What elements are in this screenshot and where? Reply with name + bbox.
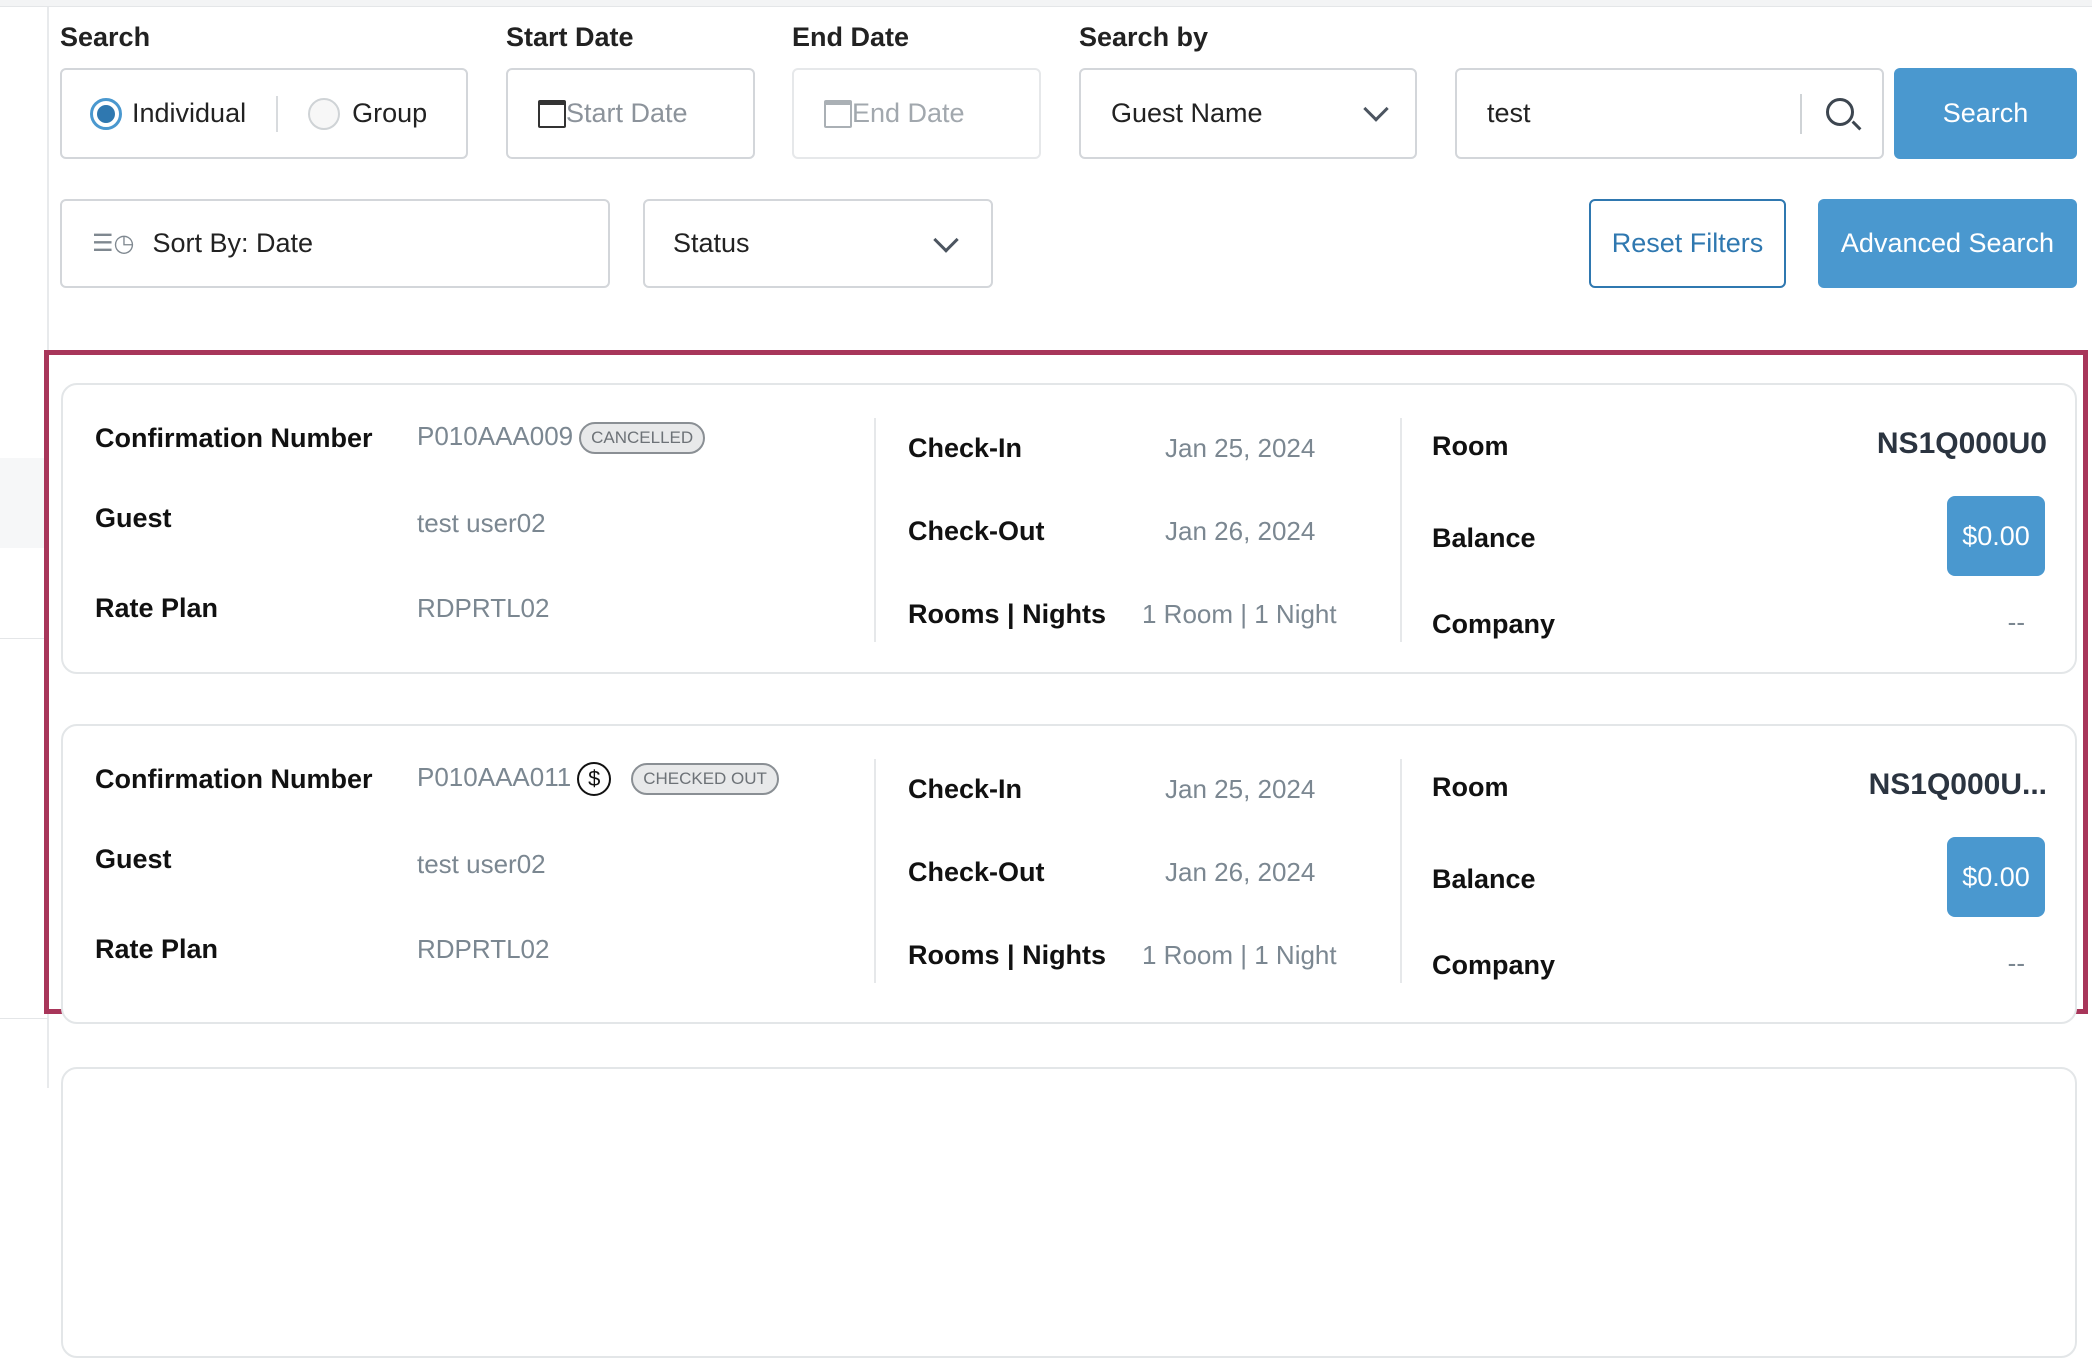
check-out-label: Check-Out (908, 516, 1045, 546)
check-in-label: Check-In (908, 433, 1023, 463)
guest-value: test user02 (417, 508, 546, 538)
rooms-nights-value: 1 Room | 1 Night (1142, 599, 1337, 629)
check-out-value: Jan 26, 2024 (1165, 516, 1316, 546)
confirmation-number[interactable]: P010AAA009 (417, 421, 574, 451)
column-divider (1400, 759, 1402, 983)
status-badge: CANCELLED (579, 422, 706, 455)
column-divider (874, 418, 876, 642)
confirmation-value: P010AAA011 $ CHECKED OUT (417, 762, 779, 797)
room-value: NS1Q000U... (1868, 768, 2047, 801)
start-date-label: Start Date (506, 22, 634, 52)
status-placeholder: Status (673, 228, 750, 258)
search-button[interactable]: Search (1894, 68, 2077, 159)
balance-label: Balance (1432, 523, 1536, 553)
search-by-select[interactable]: Guest Name (1079, 68, 1417, 159)
company-label: Company (1432, 609, 1556, 639)
rooms-nights-label: Rooms | Nights (908, 940, 1107, 970)
check-out-value: Jan 26, 2024 (1165, 857, 1316, 887)
radio-checked-icon (90, 97, 122, 130)
guest-label: Guest (95, 503, 172, 533)
company-value: -- (2007, 607, 2025, 637)
search-by-value: Guest Name (1111, 98, 1263, 128)
rate-plan-value: RDPRTL02 (417, 593, 550, 623)
search-label: Search (60, 22, 151, 52)
room-label: Room (1432, 772, 1509, 802)
column-divider (874, 759, 876, 983)
end-date-placeholder: End Date (852, 98, 965, 128)
end-date-input[interactable]: End Date (792, 68, 1041, 159)
guest-value: test user02 (417, 849, 546, 879)
radio-unchecked-icon (308, 97, 341, 130)
reservation-card[interactable] (61, 1067, 2077, 1358)
balance-button[interactable]: $0.00 (1947, 837, 2045, 917)
column-divider (1400, 418, 1402, 642)
check-in-label: Check-In (908, 774, 1023, 804)
company-label: Company (1432, 950, 1556, 980)
status-select[interactable]: Status (643, 199, 993, 288)
radio-group-label: Group (352, 98, 428, 128)
status-badge: CHECKED OUT (631, 763, 779, 796)
rooms-nights-value: 1 Room | 1 Night (1142, 940, 1337, 970)
search-mode-radio-group: Individual Group (60, 68, 468, 159)
rate-plan-label: Rate Plan (95, 593, 219, 623)
divider (1800, 93, 1802, 134)
sidebar-divider (0, 638, 48, 639)
end-date-label: End Date (792, 22, 910, 52)
reservation-card[interactable]: Confirmation Number P010AAA009 CANCELLED … (61, 383, 2077, 674)
start-date-input[interactable]: Start Date (506, 68, 755, 159)
radio-group[interactable]: Group (308, 97, 428, 130)
confirmation-label: Confirmation Number (95, 764, 373, 794)
guest-label: Guest (95, 844, 172, 874)
check-out-label: Check-Out (908, 857, 1045, 887)
company-value: -- (2007, 948, 2025, 978)
confirmation-value: P010AAA009 CANCELLED (417, 421, 706, 455)
rooms-nights-label: Rooms | Nights (908, 599, 1107, 629)
divider (276, 95, 279, 132)
rate-plan-value: RDPRTL02 (417, 934, 550, 964)
room-value: NS1Q000U0 (1876, 427, 2047, 460)
balance-button[interactable]: $0.00 (1947, 496, 2045, 576)
search-by-label: Search by (1079, 22, 1209, 52)
reset-filters-button[interactable]: Reset Filters (1589, 199, 1786, 288)
sort-by-label: Sort By: Date (152, 228, 314, 258)
confirmation-number[interactable]: P010AAA011 (417, 762, 572, 792)
reservation-card[interactable]: Confirmation Number P010AAA011 $ CHECKED O… (61, 724, 2077, 1024)
sort-clock-icon: ☰◷ (92, 230, 135, 257)
calendar-icon (824, 99, 852, 128)
chevron-down-icon (1363, 95, 1389, 122)
balance-label: Balance (1432, 864, 1536, 894)
rate-plan-label: Rate Plan (95, 934, 219, 964)
radio-individual[interactable]: Individual (90, 97, 247, 130)
search-icon[interactable] (1802, 94, 1882, 134)
top-bar (0, 0, 2092, 7)
advanced-search-button[interactable]: Advanced Search (1818, 199, 2077, 288)
sidebar-divider (0, 1018, 48, 1019)
sort-by-select[interactable]: ☰◷ Sort By: Date (60, 199, 610, 288)
room-label: Room (1432, 431, 1509, 461)
start-date-placeholder: Start Date (566, 98, 688, 128)
search-input-value: test (1487, 98, 1531, 128)
dollar-icon: $ (577, 762, 612, 797)
check-in-value: Jan 25, 2024 (1165, 774, 1316, 804)
search-input[interactable]: test (1455, 68, 1884, 159)
sidebar-item-active[interactable] (0, 458, 48, 548)
calendar-icon (538, 99, 566, 128)
check-in-value: Jan 25, 2024 (1165, 433, 1316, 463)
radio-individual-label: Individual (132, 98, 247, 128)
confirmation-label: Confirmation Number (95, 423, 373, 453)
chevron-down-icon (933, 226, 959, 253)
